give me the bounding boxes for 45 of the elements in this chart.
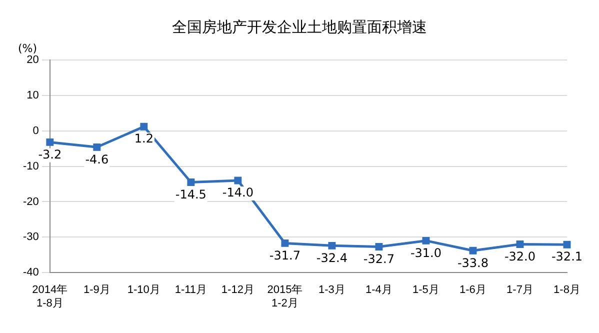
x-tick-label: 1-7月: [506, 284, 534, 296]
y-axis-title: (%): [18, 42, 38, 55]
point: [422, 236, 430, 244]
data-label: -3.2: [38, 147, 62, 162]
y-tick-label: -40: [22, 266, 39, 279]
data-label: -14.0: [222, 186, 254, 200]
point: [187, 178, 195, 186]
x-tick-label: 1-9月: [83, 284, 110, 296]
y-tick-label: -30: [22, 231, 39, 244]
point: [469, 246, 477, 254]
x-tick-label: 1-3月: [318, 284, 346, 296]
point: [516, 240, 524, 248]
data-label: -32.7: [363, 252, 394, 266]
point: [234, 176, 242, 184]
y-tick-label: 0: [32, 124, 39, 137]
x-tick-label: 2014年 1-8月: [32, 284, 68, 310]
x-tick-label: 2015年 1-2月: [267, 284, 303, 310]
point: [140, 122, 148, 130]
point: [46, 138, 54, 146]
y-tick-label: -10: [22, 160, 39, 172]
chart-title: 全国房地产开发企业土地购置面积增速: [171, 18, 428, 37]
x-tick-label: 1-11月: [174, 284, 208, 296]
x-tick-label: 1-6月: [460, 284, 486, 296]
data-label: -32.1: [551, 250, 583, 264]
point: [375, 243, 383, 250]
x-tick-label: 1-5月: [412, 284, 440, 296]
y-tick-label: 20: [26, 54, 39, 66]
point: [328, 242, 336, 250]
data-label: -32.4: [316, 250, 348, 265]
data-label: 1.2: [134, 132, 154, 146]
x-tick-label: 1-4月: [366, 284, 392, 296]
data-label: -32.0: [504, 249, 536, 264]
x-tick-label: 1-12月: [221, 284, 254, 296]
data-label: -14.5: [175, 187, 206, 202]
data-label: -33.8: [457, 256, 489, 270]
x-tick-label: 1-8月: [554, 284, 580, 296]
data-label: -4.6: [85, 152, 109, 166]
x-tick-label: 1-10月: [127, 284, 160, 296]
y-tick-label: 10: [26, 89, 39, 102]
data-label: -31.0: [410, 246, 442, 260]
point: [281, 239, 289, 247]
point: [563, 240, 571, 248]
y-tick-label: -20: [22, 196, 39, 208]
data-label: -31.7: [269, 248, 300, 262]
point: [93, 143, 101, 151]
